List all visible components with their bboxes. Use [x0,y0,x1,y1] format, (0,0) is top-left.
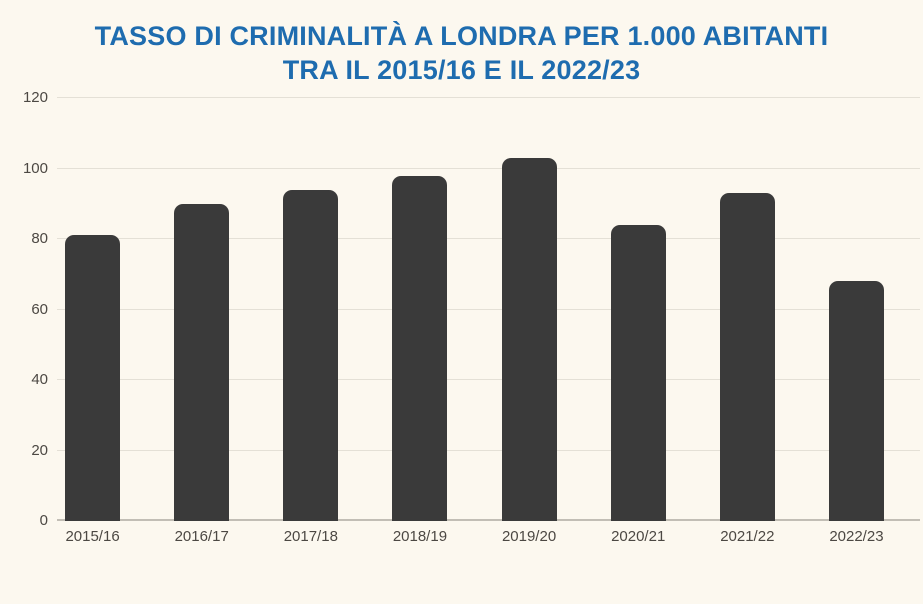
bar-slot [802,98,911,521]
x-axis-tick-label: 2020/21 [611,528,666,545]
x-axis-tick-label: 2015/16 [65,528,120,545]
bar-slot [256,98,365,521]
plot-area: 0 20 40 60 80 100 120 [23,89,920,529]
bar-2016/17 [174,203,230,521]
y-axis-tick-label: 60 [31,300,48,318]
bar-2021/22 [719,193,775,521]
bars [38,98,911,521]
bar-slot [38,98,147,521]
y-axis-tick-label: 0 [39,512,48,529]
bar-slot [475,98,584,521]
bar-2022/23 [828,281,884,521]
bar-2015/16 [65,235,121,521]
bar-2020/21 [610,224,666,521]
gridline [57,379,920,381]
bar-slot [365,98,474,521]
chart-title: TASSO DI CRIMINALITÀ A LONDRA PER 1.000 … [0,20,923,88]
x-axis-tick-label: 2022/23 [829,528,884,545]
x-axis-tick-label: 2021/22 [720,528,775,545]
bar-slot [693,98,802,521]
x-axis-tick-label: 2016/17 [174,528,229,545]
x-axis-tick-label: 2017/18 [283,528,338,545]
bar-slot [584,98,693,521]
y-axis-tick-label: 100 [22,159,48,177]
bar-2018/19 [392,175,448,521]
y-axis-tick-label: 120 [22,89,48,106]
gridline [57,449,920,451]
chart-title-line2: TRA IL 2015/16 E IL 2022/23 [282,54,641,85]
gridline [57,308,920,310]
y-axis-tick-label: 40 [31,371,48,389]
bar-slot [147,98,256,521]
gridline [57,97,920,98]
gridline [57,238,920,240]
x-axis-labels: 2015/16 2016/17 2017/18 2018/19 2019/20 2020/… [38,528,911,545]
x-axis-line [57,519,920,521]
bar-2019/20 [501,157,557,521]
y-axis-tick-label: 80 [31,230,48,248]
x-axis-tick-label: 2019/20 [501,528,557,545]
x-axis-tick-label: 2018/19 [392,528,448,545]
y-axis-tick-label: 20 [31,441,48,459]
gridline [57,167,920,169]
chart-title-line1: TASSO DI CRIMINALITÀ A LONDRA PER 1.000 … [94,21,829,51]
bar-2017/18 [283,189,339,521]
